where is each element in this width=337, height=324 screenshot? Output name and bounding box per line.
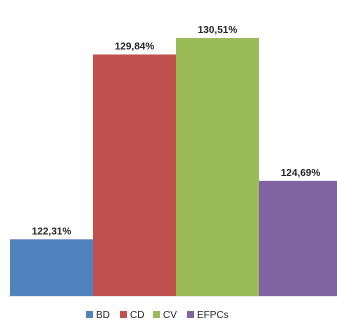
data-label-cv: 130,51% (198, 25, 238, 36)
legend-label-bd: BD (96, 310, 110, 321)
data-label-cd: 129,84% (115, 41, 155, 52)
legend-label-efpcs: EFPCs (197, 310, 229, 321)
data-label-efpcs: 124,69% (281, 168, 321, 179)
bar-efpcs (259, 180, 337, 296)
legend-label-cv: CV (163, 310, 177, 321)
legend-swatch-cd (120, 311, 127, 318)
legend-swatch-cv (153, 311, 160, 318)
bar-cd (93, 54, 176, 296)
bars (10, 38, 337, 296)
bar-bd (10, 239, 93, 296)
bar-cv (176, 38, 259, 296)
data-labels: 122,31% 129,84% 130,51% 124,69% (32, 25, 321, 237)
legend: BD CD CV EFPCs (86, 310, 229, 321)
legend-swatch-bd (86, 311, 93, 318)
legend-swatch-efpcs (187, 311, 194, 318)
legend-label-cd: CD (130, 310, 144, 321)
data-label-bd: 122,31% (32, 226, 72, 237)
